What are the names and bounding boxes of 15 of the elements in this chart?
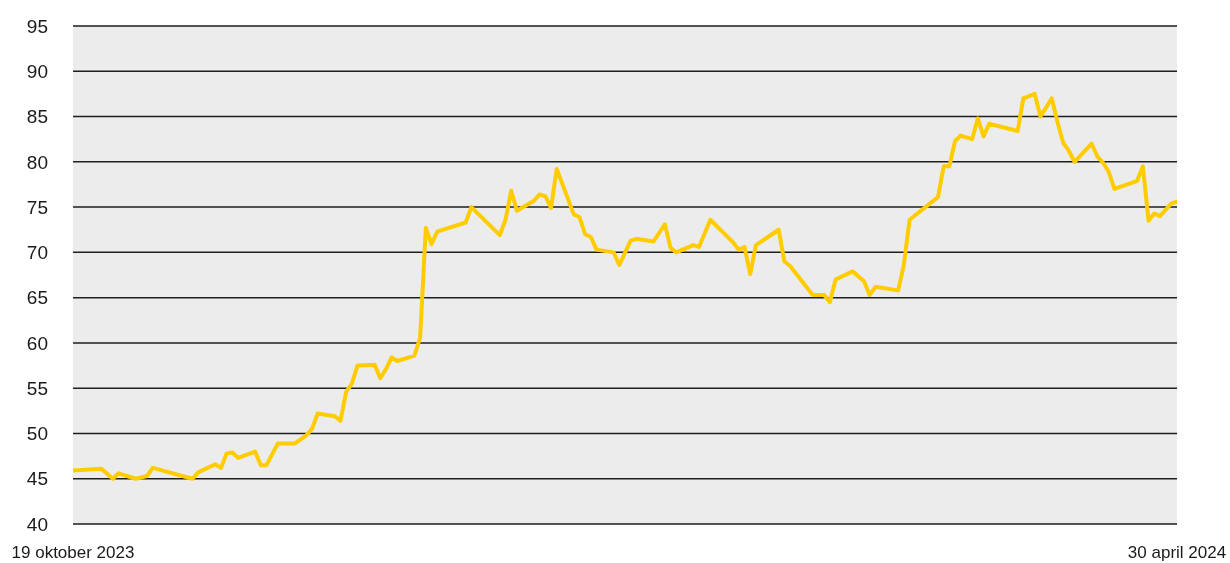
y-tick-label: 60 (26, 332, 48, 354)
y-tick-label: 45 (26, 468, 48, 490)
y-tick-label: 90 (26, 61, 48, 83)
y-tick-label: 80 (26, 151, 48, 173)
y-tick-label: 40 (26, 513, 48, 535)
y-tick-label: 55 (26, 377, 48, 399)
y-tick-label: 65 (26, 287, 48, 309)
line-series (73, 91, 1177, 481)
y-tick-label: 70 (26, 242, 48, 264)
y-tick-label: 50 (26, 423, 48, 445)
y-tick-label: 85 (26, 106, 48, 128)
x-tick-label: 30 april 2024 (1127, 543, 1227, 563)
y-tick-label: 75 (26, 196, 48, 218)
y-tick-label: 95 (26, 15, 48, 37)
x-tick-label: 19 oktober 2023 (11, 543, 135, 563)
